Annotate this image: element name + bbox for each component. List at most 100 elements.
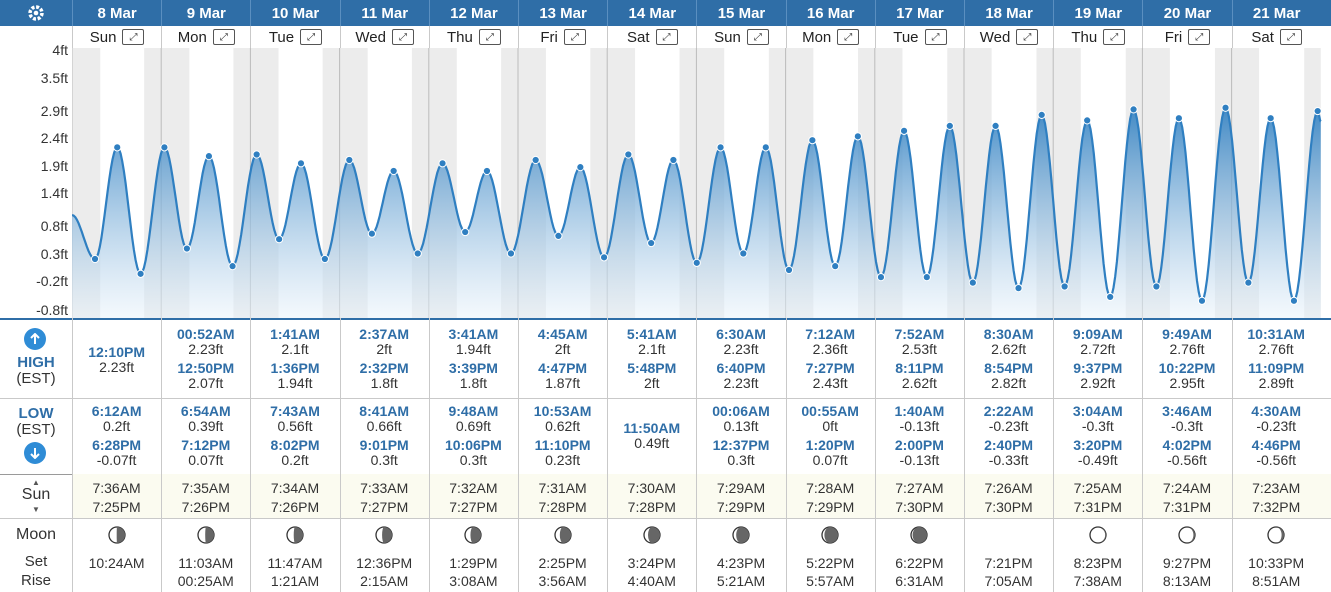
sunrise-time: 7:26AM: [984, 480, 1033, 496]
sunset-time: 7:32PM: [1252, 499, 1301, 515]
sunset-time: 7:25PM: [92, 499, 141, 515]
gear-icon: [28, 5, 44, 21]
tide-point: [1289, 296, 1299, 305]
tide-point: [1266, 114, 1275, 123]
tide-point: [576, 163, 585, 172]
low-tide-time: 2:00PM: [894, 437, 944, 453]
high-tide-time: 9:49AM: [1162, 326, 1212, 342]
moon-phase-icon: [107, 526, 126, 544]
day-name: Thu: [446, 28, 473, 46]
expand-icon[interactable]: ⤢: [122, 29, 145, 45]
date-header: 19 Mar: [1053, 0, 1142, 26]
low-tide-time: 9:01PM: [359, 437, 409, 453]
high-tide-time: 8:54PM: [984, 360, 1034, 376]
expand-icon[interactable]: ⤢: [837, 29, 860, 45]
expand-icon[interactable]: ⤢: [655, 29, 678, 45]
date-header: 12 Mar: [428, 0, 518, 26]
expand-icon[interactable]: ⤢: [478, 29, 501, 45]
column-divider: [874, 318, 876, 592]
day-header: Sun ⤢: [696, 26, 786, 48]
high-tide-time: 12:10PM: [88, 344, 145, 360]
day-name: Wed: [979, 28, 1011, 46]
moon-cell: [552, 526, 574, 544]
moon-cell: [462, 526, 484, 544]
high-tide-height: 2.62ft: [901, 375, 937, 391]
high-tide-height: 2.23ft: [723, 341, 759, 357]
settings-button[interactable]: [0, 0, 72, 26]
tide-point: [1221, 103, 1230, 112]
expand-icon[interactable]: ⤢: [212, 29, 235, 45]
date-header: 10 Mar: [250, 0, 339, 26]
moon-cell: [1176, 526, 1198, 544]
tide-point: [90, 254, 100, 264]
moon-cell: [730, 526, 752, 544]
high-tide-time: 6:30AM: [716, 326, 766, 342]
expand-icon[interactable]: ⤢: [1103, 29, 1126, 45]
day-name: Tue: [268, 28, 295, 46]
tide-point: [389, 166, 398, 176]
expand-icon[interactable]: ⤢: [391, 29, 414, 45]
tide-point: [113, 143, 122, 152]
moon-phase-icon: [821, 526, 839, 544]
high-tide-time: 6:40PM: [716, 360, 766, 376]
low-tide-height: 0.3ft: [459, 452, 488, 468]
low-tide-height: 0.23ft: [545, 452, 581, 468]
day-name: Mon: [802, 28, 832, 46]
moonset-time: 2:25PM: [538, 555, 587, 571]
tide-line: [71, 105, 1322, 303]
moonrise-time: 5:57AM: [806, 573, 855, 589]
tide-point: [922, 273, 931, 282]
expand-icon[interactable]: ⤢: [1016, 29, 1039, 45]
moon-cell: [106, 526, 128, 544]
high-tide-time: 10:31AM: [1247, 326, 1305, 342]
day-header: Mon ⤢: [785, 26, 875, 48]
moonset-time: 11:03AM: [178, 555, 234, 571]
date-header: 14 Mar: [607, 0, 696, 26]
expand-icon[interactable]: ⤢: [300, 29, 323, 45]
grid-divider: [0, 318, 1331, 320]
expand-icon[interactable]: ⤢: [563, 29, 586, 45]
tide-point: [1174, 114, 1183, 123]
high-tide-time: 3:39PM: [448, 360, 498, 376]
date-header: 11 Mar: [339, 0, 429, 26]
low-tide-down-icon[interactable]: [24, 442, 46, 464]
moon-phase-icon: [643, 526, 661, 544]
date-header: 18 Mar: [964, 0, 1053, 26]
moon-phase-icon: [375, 526, 393, 544]
moon-phase-icon: [1267, 526, 1285, 544]
sunset-time: 7:27PM: [360, 499, 409, 515]
expand-icon[interactable]: ⤢: [1279, 29, 1302, 45]
low-tide-time: 2:22AM: [983, 403, 1034, 419]
tide-point: [367, 229, 376, 238]
expand-icon[interactable]: ⤢: [924, 29, 947, 45]
low-tide-time: 10:06PM: [444, 437, 502, 453]
tide-point: [1060, 282, 1069, 291]
moon-phase-icon: [286, 526, 304, 544]
column-divider: [1231, 318, 1233, 592]
tide-point: [275, 235, 284, 244]
low-tide-height: 0.56ft: [277, 418, 313, 434]
day-header: Thu ⤢: [1053, 26, 1143, 48]
day-name: Fri: [540, 28, 558, 46]
high-tide-height: 2.76ft: [1258, 341, 1294, 357]
tide-point: [531, 155, 540, 165]
high-tide-height: 2.23ft: [723, 375, 759, 391]
grid-divider: [0, 398, 1331, 399]
expand-icon[interactable]: ⤢: [1188, 29, 1211, 45]
day-name: Sat: [627, 28, 650, 46]
day-name: Sun: [89, 28, 117, 46]
sunrise-time: 7:32AM: [449, 480, 498, 496]
expand-icon[interactable]: ⤢: [746, 29, 769, 45]
column-divider: [785, 318, 787, 592]
tide-point: [831, 262, 840, 271]
low-tide-time: 1:20PM: [805, 437, 855, 453]
date-header: 17 Mar: [874, 0, 964, 26]
high-tide-up-icon[interactable]: [24, 328, 46, 350]
tide-point: [438, 159, 447, 168]
high-tide-height: 2.76ft: [1169, 341, 1205, 357]
tide-area: [72, 107, 1321, 318]
moonset-time: 10:33PM: [1248, 555, 1305, 571]
tide-point: [554, 231, 563, 240]
low-tide-height: 0.07ft: [812, 452, 848, 468]
sunset-time: 7:28PM: [538, 499, 587, 515]
